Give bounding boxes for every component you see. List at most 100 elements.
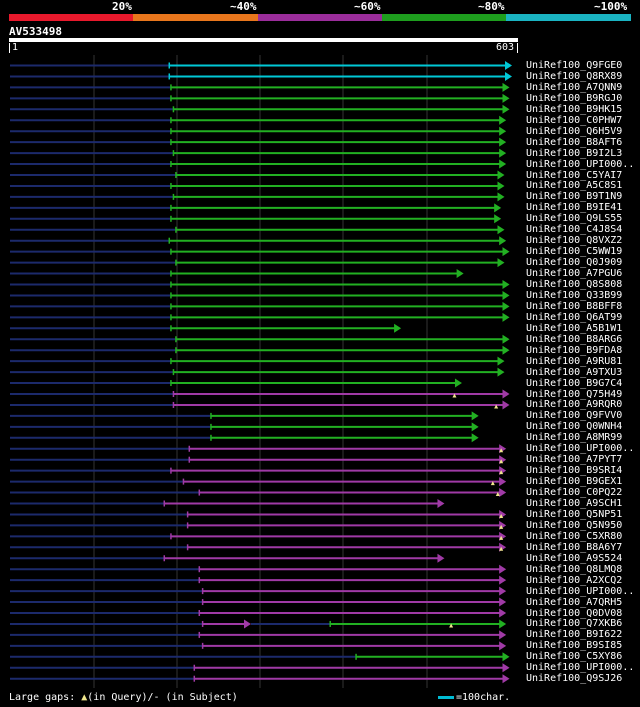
hit-label[interactable]: UniRef100_A7QNN9 [526, 81, 623, 93]
hit-arrow [499, 126, 507, 136]
hit-label[interactable]: UniRef100_Q8LMQ8 [526, 563, 623, 575]
gap-marker [490, 481, 495, 486]
hit-label[interactable]: UniRef100_Q7XKB6 [526, 618, 623, 630]
hit-label[interactable]: UniRef100_C5XR80 [526, 530, 623, 542]
hit-label[interactable]: UniRef100_C5XY86 [526, 651, 623, 663]
hit-label[interactable]: UniRef100_B9G7C4 [526, 377, 623, 389]
hit-label[interactable]: UniRef100_UPI000.. [526, 443, 635, 455]
hit-arrow [502, 301, 510, 311]
hit-label[interactable]: UniRef100_B8BFF8 [526, 300, 623, 312]
hit-label[interactable]: UniRef100_Q8RX89 [526, 70, 623, 82]
hit-arrow [505, 71, 512, 81]
query-line [9, 38, 518, 42]
hit-label[interactable]: UniRef100_B8AFT6 [526, 136, 623, 148]
hit-label[interactable]: UniRef100_Q9SJ26 [526, 673, 623, 685]
gap-marker [495, 492, 500, 497]
hit-arrow [499, 575, 507, 585]
hit-label[interactable]: UniRef100_Q9LS55 [526, 213, 623, 225]
hit-label[interactable]: UniRef100_A9TXU3 [526, 366, 623, 378]
hit-label[interactable]: UniRef100_B9GEX1 [526, 476, 623, 488]
gap-marker [449, 623, 454, 628]
hit-label[interactable]: UniRef100_C0PHW7 [526, 114, 623, 126]
hit-label[interactable]: UniRef100_A5B1W1 [526, 322, 623, 334]
legend-label-80: ~80% [478, 0, 505, 13]
hit-label[interactable]: UniRef100_B9SI85 [526, 640, 623, 652]
hit-label[interactable]: UniRef100_B9I622 [526, 629, 623, 641]
hit-arrow [502, 674, 510, 684]
hit-arrow [499, 477, 507, 487]
legend-label-20: 20% [112, 0, 132, 13]
hit-label[interactable]: UniRef100_A7QRH5 [526, 596, 623, 608]
hit-label[interactable]: UniRef100_Q5NP51 [526, 508, 623, 520]
hit-label[interactable]: UniRef100_C5WW19 [526, 246, 623, 258]
scale-label: =100char. [456, 692, 511, 703]
hit-label[interactable]: UniRef100_B8A6Y7 [526, 541, 623, 553]
hit-label[interactable]: UniRef100_B9I2L3 [526, 147, 623, 159]
hit-arrow [499, 148, 507, 158]
legend-label-40: ~40% [230, 0, 257, 13]
hit-arrow [437, 499, 445, 508]
hit-label[interactable]: UniRef100_A2XCQ2 [526, 574, 623, 586]
hit-label[interactable]: UniRef100_A7PYT7 [526, 454, 623, 466]
hit-arrow [499, 236, 507, 246]
gap-marker [499, 459, 504, 464]
hit-arrow [471, 433, 479, 443]
hit-label[interactable]: UniRef100_B9FDA8 [526, 344, 623, 356]
hit-label[interactable]: UniRef100_Q33B99 [526, 289, 623, 301]
hit-arrow [499, 586, 507, 596]
hit-label[interactable]: UniRef100_B9T1N9 [526, 191, 623, 203]
hit-label[interactable]: UniRef100_UPI000.. [526, 585, 635, 597]
hit-label[interactable]: UniRef100_Q5N950 [526, 519, 623, 531]
hit-label[interactable]: UniRef100_Q9FVV0 [526, 410, 623, 422]
hit-arrow [497, 356, 505, 366]
hit-label[interactable]: UniRef100_Q0J909 [526, 257, 623, 269]
hit-arrow [497, 170, 505, 180]
hit-arrow [499, 564, 507, 574]
hit-label[interactable]: UniRef100_Q8S808 [526, 279, 623, 290]
hit-label[interactable]: UniRef100_UPI000.. [526, 662, 635, 674]
hit-label[interactable]: UniRef100_Q8VXZ2 [526, 235, 623, 247]
hit-label[interactable]: UniRef100_B9IE41 [526, 202, 623, 214]
gap-marker [499, 470, 504, 475]
hit-label[interactable]: UniRef100_B8ARG6 [526, 333, 623, 345]
gap-marker [499, 448, 504, 453]
hit-label[interactable]: UniRef100_A5C8S1 [526, 180, 623, 192]
gap-marker [452, 393, 457, 398]
legend-bar-60 [258, 14, 382, 21]
hit-arrow [502, 93, 510, 103]
hit-label[interactable]: UniRef100_B9RGJ0 [526, 92, 623, 104]
hit-arrow [502, 400, 510, 410]
scale-bar [438, 695, 454, 699]
hit-label[interactable]: UniRef100_B9HK15 [526, 103, 623, 115]
hit-label[interactable]: UniRef100_C5YAI7 [526, 169, 623, 181]
hit-arrow [502, 389, 510, 399]
hit-label[interactable]: UniRef100_A9S524 [526, 552, 623, 564]
hit-label[interactable]: UniRef100_A8MR99 [526, 432, 623, 444]
hit-label[interactable]: UniRef100_A9RQR0 [526, 399, 623, 411]
gap-marker [494, 404, 499, 409]
hit-label[interactable]: UniRef100_A9RU81 [526, 355, 623, 367]
hit-label[interactable]: UniRef100_Q6AT99 [526, 311, 623, 323]
hit-arrow [502, 334, 510, 344]
hit-label[interactable]: UniRef100_Q0DV08 [526, 607, 623, 619]
hit-label[interactable]: UniRef100_Q75H49 [526, 388, 623, 400]
hit-label[interactable]: UniRef100_C4J8S4 [526, 224, 623, 236]
hit-label[interactable]: UniRef100_A9SCH1 [526, 498, 623, 509]
query-name: AV533498 [9, 25, 62, 38]
gap-marker-icon: ▲ [81, 692, 88, 703]
gap-legend-query: (in Query) [87, 692, 148, 703]
hit-label[interactable]: UniRef100_A7PGU6 [526, 268, 623, 280]
hit-label[interactable]: UniRef100_C0PQ22 [526, 487, 623, 499]
hit-label[interactable]: UniRef100_Q6H5V9 [526, 125, 623, 137]
hit-label[interactable]: UniRef100_B9SRI4 [526, 465, 623, 477]
hit-label[interactable]: UniRef100_UPI000.. [526, 158, 635, 170]
hit-arrow [502, 345, 510, 355]
hit-label[interactable]: UniRef100_Q0WNH4 [526, 421, 623, 433]
legend-label-100: ~100% [594, 0, 628, 13]
hit-label[interactable]: UniRef100_Q9FGE0 [526, 60, 623, 71]
gap-legend-subject: /- (in Subject) [147, 692, 238, 703]
legend-bar-20 [9, 14, 133, 21]
hit-arrow [456, 269, 464, 279]
hit-arrow [502, 290, 510, 300]
hit-arrow [497, 225, 505, 235]
